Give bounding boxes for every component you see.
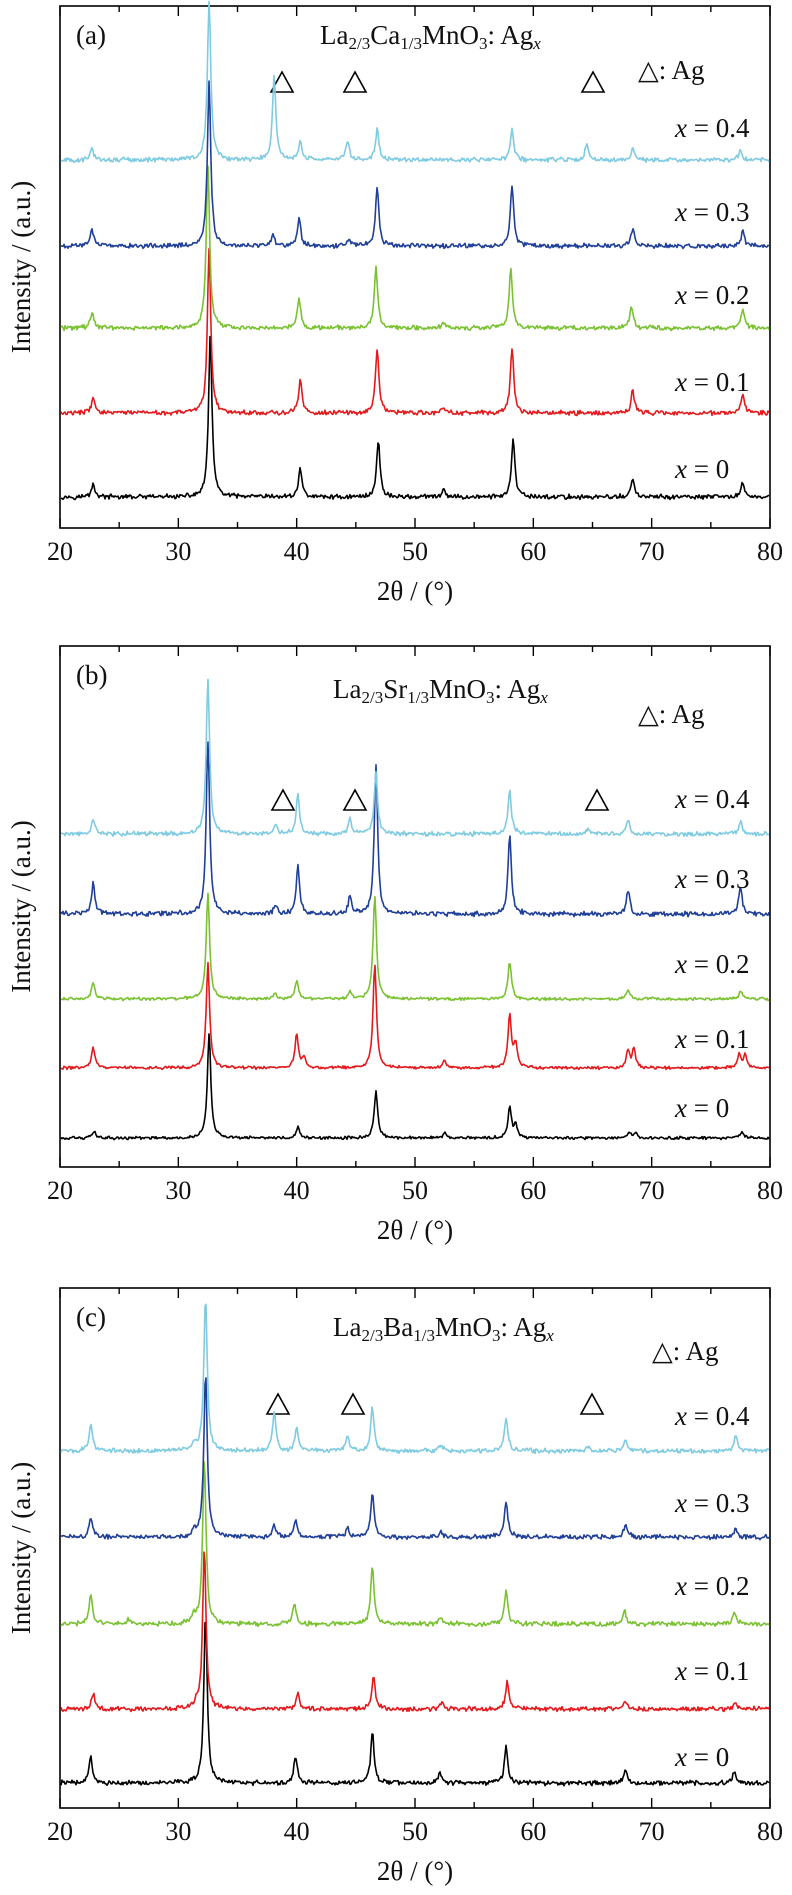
ag-peak-marker xyxy=(269,70,295,93)
x-tick-label: 60 xyxy=(520,1817,546,1846)
x-tick-label: 50 xyxy=(402,1176,428,1205)
x-tick-label: 30 xyxy=(165,1817,191,1846)
sample-label: x = 0.3 xyxy=(674,1488,749,1518)
xrd-trace-0.1 xyxy=(60,961,770,1071)
x-axis: 20 30 40 50 60 70 80 xyxy=(47,6,783,566)
ag-peak-marker xyxy=(340,1392,366,1415)
ag-marker-legend: △: Ag xyxy=(638,55,705,85)
sample-label: x = 0.2 xyxy=(674,949,749,979)
xrd-trace-0 xyxy=(60,1621,770,1787)
xrd-trace-0.4 xyxy=(60,1303,770,1455)
xrd-panel-2: 20 30 40 50 60 70 80 2θ / (°) Intensity / (a.u.)… xyxy=(6,645,783,1245)
xrd-trace-0.3 xyxy=(60,1377,770,1541)
x-tick-label: 20 xyxy=(47,1817,73,1846)
x-tick-label: 40 xyxy=(284,1176,310,1205)
sample-label: x = 0 xyxy=(674,454,729,484)
xrd-trace-0.1 xyxy=(60,248,770,417)
ag-peak-marker xyxy=(270,788,296,811)
x-axis-label: 2θ / (°) xyxy=(377,1856,453,1886)
ag-peak-marker xyxy=(342,70,368,93)
x-tick-label: 80 xyxy=(757,1176,783,1205)
ag-marker-legend: △: Ag xyxy=(638,699,705,729)
sample-label: x = 0.1 xyxy=(674,1656,749,1686)
x-tick-label: 80 xyxy=(757,1817,783,1846)
ag-peak-marker xyxy=(580,70,606,93)
xrd-trace-0.3 xyxy=(60,741,770,918)
compound-formula: La2/3Ca1/3MnO3: Agx xyxy=(320,20,541,53)
panel-label: (b) xyxy=(76,660,107,690)
xrd-trace-0.3 xyxy=(60,80,770,250)
sample-label: x = 0.3 xyxy=(674,197,749,227)
ag-peak-marker xyxy=(579,1392,605,1415)
x-tick-label: 60 xyxy=(520,537,546,566)
sample-label: x = 0.1 xyxy=(674,1024,749,1054)
xrd-trace-0 xyxy=(60,1033,770,1141)
x-tick-label: 80 xyxy=(757,537,783,566)
sample-label: x = 0.3 xyxy=(674,864,749,894)
x-tick-label: 20 xyxy=(47,1176,73,1205)
compound-formula: La2/3Ba1/3MnO3: Agx xyxy=(333,1312,554,1345)
sample-label: x = 0.4 xyxy=(674,113,750,143)
x-axis: 20 30 40 50 60 70 80 xyxy=(47,1288,783,1846)
xrd-panel-3: 20 30 40 50 60 70 80 2θ / (°) Intensity / (a.u.)… xyxy=(6,1287,783,1886)
x-axis-label: 2θ / (°) xyxy=(377,1215,453,1245)
sample-label: x = 0.2 xyxy=(674,280,749,310)
xrd-trace-0.1 xyxy=(60,1551,770,1713)
x-tick-label: 70 xyxy=(639,1176,665,1205)
x-axis: 20 30 40 50 60 70 80 xyxy=(47,646,783,1205)
y-axis-label: Intensity / (a.u.) xyxy=(6,820,36,992)
y-axis-label: Intensity / (a.u.) xyxy=(6,1462,36,1634)
sample-label: x = 0 xyxy=(674,1093,729,1123)
y-axis-label: Intensity / (a.u.) xyxy=(6,181,36,353)
ag-marker-legend: △: Ag xyxy=(652,1336,719,1366)
x-tick-label: 50 xyxy=(402,1817,428,1846)
sample-label: x = 0.1 xyxy=(674,367,749,397)
ag-peak-marker xyxy=(265,1392,291,1415)
x-tick-label: 40 xyxy=(284,1817,310,1846)
xrd-panel-1: 20 30 40 50 60 70 80 2θ / (°) Intensity / (a.u.)… xyxy=(6,0,783,606)
sample-label: x = 0.4 xyxy=(674,1401,750,1431)
sample-label: x = 0.2 xyxy=(674,1571,749,1601)
xrd-trace-0.2 xyxy=(60,165,770,332)
x-axis-label: 2θ / (°) xyxy=(377,576,453,606)
compound-formula: La2/3Sr1/3MnO3: Agx xyxy=(333,674,548,707)
sample-label: x = 0 xyxy=(674,1742,729,1772)
sample-label: x = 0.4 xyxy=(674,784,750,814)
x-tick-label: 20 xyxy=(47,537,73,566)
ag-peak-marker xyxy=(584,788,610,811)
x-tick-label: 70 xyxy=(639,1817,665,1846)
panel-label: (a) xyxy=(76,20,106,50)
xrd-trace-0.4 xyxy=(60,678,770,837)
xrd-trace-0.2 xyxy=(60,1460,770,1628)
xrd-trace-0 xyxy=(60,335,770,501)
x-tick-label: 30 xyxy=(165,1176,191,1205)
x-tick-label: 70 xyxy=(639,537,665,566)
plot-frame xyxy=(59,1287,771,1809)
panel-label: (c) xyxy=(76,1302,106,1332)
xrd-trace-0.4 xyxy=(60,0,770,164)
x-tick-label: 30 xyxy=(165,537,191,566)
x-tick-label: 50 xyxy=(402,537,428,566)
xrd-trace-0.2 xyxy=(60,892,770,1002)
ag-peak-marker xyxy=(342,788,368,811)
x-tick-label: 40 xyxy=(284,537,310,566)
x-tick-label: 60 xyxy=(520,1176,546,1205)
